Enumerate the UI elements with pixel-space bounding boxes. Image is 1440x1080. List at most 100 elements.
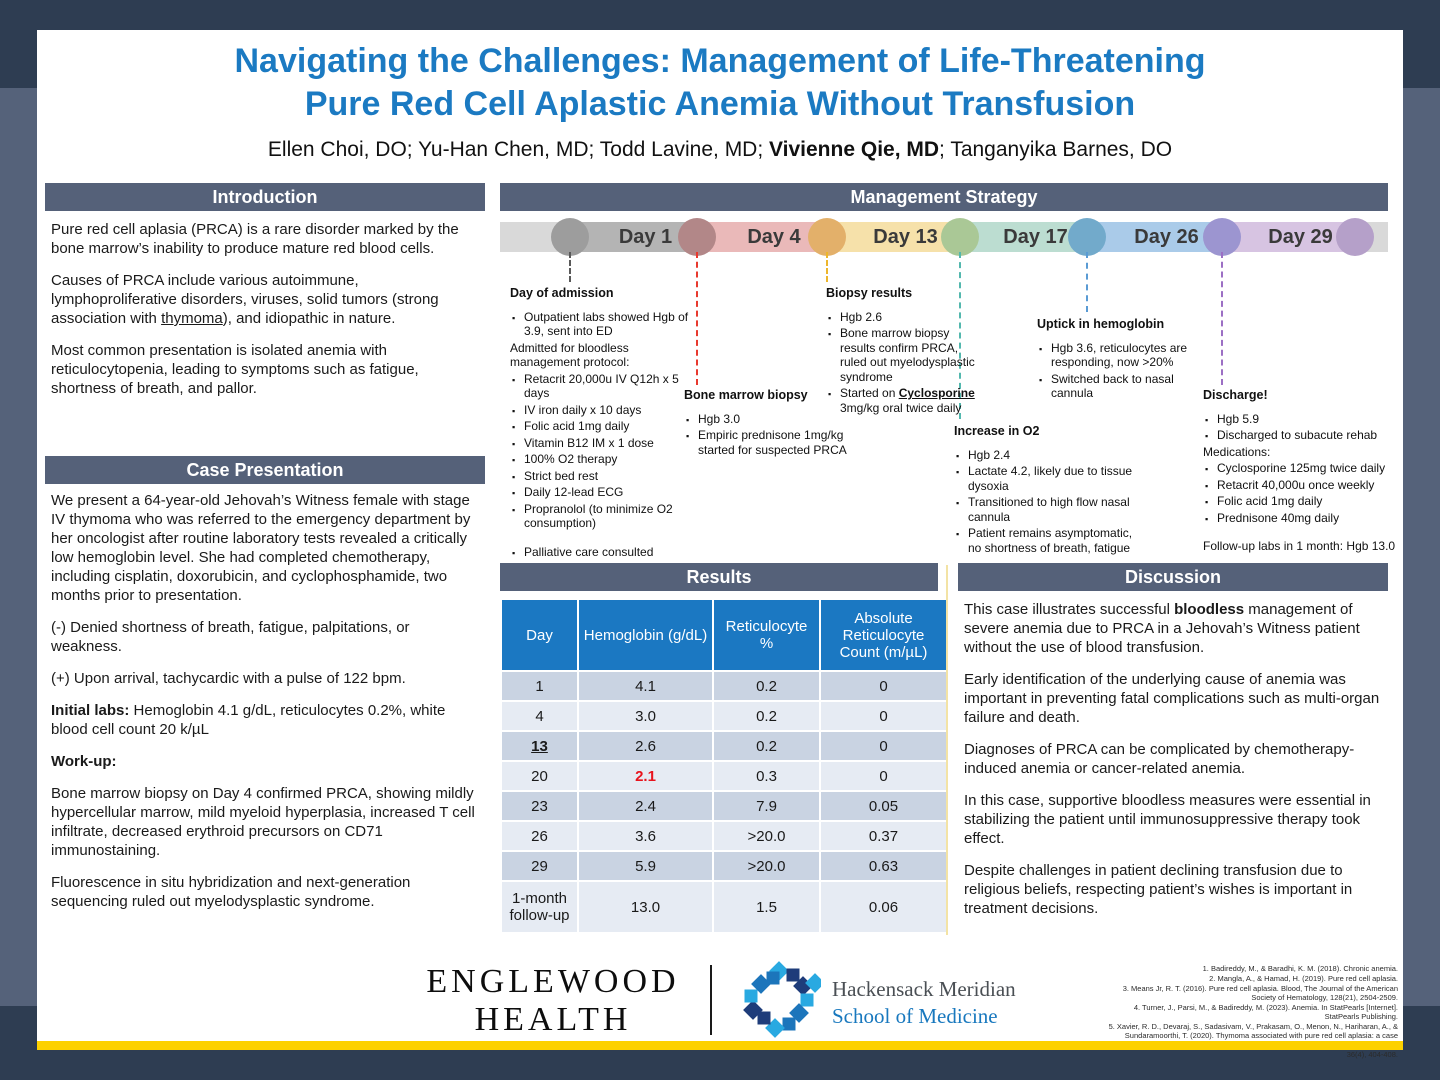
text-segment: Admitted for bloodless management protoc… (510, 340, 630, 370)
table-row: 4 3.0 0.2 0 (502, 702, 946, 730)
text-segment: >20.0 (747, 857, 786, 875)
text-segment: 2.1 (635, 767, 656, 785)
table-row: 1 4.1 0.2 0 (502, 672, 946, 700)
paragraph: In this case, supportive bloodless measu… (964, 791, 1388, 848)
text-segment: 3mg/kg oral twice daily (840, 400, 962, 415)
spacer (1203, 527, 1401, 539)
reference-item: 3. Means Jr, R. T. (2016). Pure red cell… (1122, 983, 1398, 1002)
reference-item: 2. Mangla, A., & Hamad, H. (2019). Pure … (1209, 973, 1398, 983)
text-segment: 0 (879, 677, 888, 695)
timeline-dash-line (826, 252, 828, 282)
table-cell: 5.9 (579, 852, 712, 880)
text-segment: Palliative care consulted (524, 544, 654, 559)
text-segment: Folic acid 1mg daily (1217, 494, 1323, 508)
table-cell: 13.0 (579, 882, 712, 932)
discussion-text: This case illustrates successful bloodle… (964, 600, 1388, 931)
text-segment: management of severe anemia due to PRCA … (964, 601, 1360, 656)
table-cell: 0.3 (714, 762, 819, 790)
text-segment: 100% O2 therapy (524, 452, 618, 466)
text-segment: Hgb 3.6, reticulocytes are responding, n… (1051, 340, 1188, 370)
text-segment: Early identification of the underlying c… (964, 671, 1380, 726)
englewood-wordmark-line2: HEALTH (474, 1001, 632, 1038)
timeline-node-dot (678, 218, 716, 256)
table-cell: 0.63 (821, 852, 946, 880)
table-row: 23 2.4 7.9 0.05 (502, 792, 946, 820)
timeline-node-dot (808, 218, 846, 256)
timeline-day-label: Day 29 (1268, 226, 1333, 248)
table-cell: 20 (502, 762, 577, 790)
text-segment: 0.63 (868, 857, 899, 875)
text-segment: Hgb 2.4 (968, 447, 1011, 462)
text-segment: Causes of PRCA include various autoimmun… (51, 272, 439, 327)
paragraph: We present a 64-year-old Jehovah’s Witne… (51, 491, 483, 605)
reference-item: 1. Badireddy, M., & Baradhi, K. M. (2018… (1202, 964, 1398, 973)
text-segment: Most common presentation is isolated ane… (51, 342, 419, 397)
text-segment: Bone marrow biopsy on Day 4 confirmed PR… (51, 785, 475, 859)
poster-title-line2: Pure Red Cell Aplastic Anemia Without Tr… (304, 85, 1136, 123)
timeline-note: Uptick in hemoglobin Hgb 3.6, reticulocyt… (1037, 317, 1203, 403)
text-segment: ), and idiopathic in nature. (222, 310, 396, 327)
paragraph: (-) Denied shortness of breath, fatigue,… (51, 618, 483, 656)
text-segment: IV iron daily x 10 days (524, 402, 642, 417)
table-cell: 0.2 (714, 732, 819, 760)
table-cell: 0.2 (714, 672, 819, 700)
text-segment: Cyclosporine (898, 386, 975, 400)
timeline-day-label: Day 13 (873, 226, 938, 248)
text-segment: Pure red cell aplasia (PRCA) is a rare d… (51, 221, 459, 257)
bullet-item: Cyclosporine 125mg twice daily (1203, 461, 1401, 476)
authors-line: Ellen Choi, DO; Yu-Han Chen, MD; Todd La… (37, 138, 1403, 162)
text-segment: 4.1 (635, 677, 656, 695)
text-segment: Outpatient labs showed Hgb of 3.9, sent … (524, 309, 689, 339)
text-segment: 20 (531, 767, 548, 785)
timeline-segment: Day 29 (1222, 222, 1355, 252)
table-row: 26 3.6 >20.0 0.37 (502, 822, 946, 850)
text-segment: Vivienne Qie, MD (769, 138, 940, 161)
englewood-wordmark-line1: ENGLEWOOD (426, 963, 680, 1000)
timeline-dash-line (1086, 252, 1088, 312)
table-cell: 0.06 (821, 882, 946, 932)
table-cell: 1-month follow-up (502, 882, 577, 932)
spacer (510, 533, 694, 545)
text-segment: Patient remains asymptomatic, no shortne… (968, 526, 1133, 555)
table-cell: 0.2 (714, 702, 819, 730)
bullet-item: Vitamin B12 IM x 1 dose (510, 436, 694, 451)
text-segment: Diagnoses of PRCA can be complicated by … (964, 741, 1355, 777)
paragraph: Pure red cell aplasia (PRCA) is a rare d… (51, 220, 483, 258)
text-segment: 0.2 (756, 737, 777, 755)
timeline-note: Bone marrow biopsy Hgb 3.0 Empiric prednis… (684, 388, 864, 459)
table-cell: 0.37 (821, 822, 946, 850)
timeline-note-title: Day of admission (510, 286, 614, 300)
paragraph: Initial labs: Hemoglobin 4.1 g/dL, retic… (51, 701, 483, 739)
paragraph: Diagnoses of PRCA can be complicated by … (964, 740, 1388, 778)
bullet-item: Retacrit 40,000u once weekly (1203, 478, 1401, 493)
timeline-segment: Day 4 (697, 222, 827, 252)
timeline-segment: Day 26 (1087, 222, 1222, 252)
timeline-node-dot (551, 218, 589, 256)
timeline-segment: Day 17 (960, 222, 1087, 252)
table-cell: 0 (821, 672, 946, 700)
text-segment: thymoma (161, 310, 223, 327)
englewood-health-wordmark: ENGLEWOOD HEALTH (423, 963, 683, 1039)
table-cell: 2.6 (579, 732, 712, 760)
bullet-item: Transitioned to high flow nasal cannula (954, 495, 1148, 524)
table-cell: 0.05 (821, 792, 946, 820)
bullet-item: Strict bed rest (510, 469, 694, 484)
text-segment: 4 (535, 707, 544, 725)
text-segment: 2.6 (635, 737, 656, 755)
text-segment: 13.0 (630, 898, 661, 916)
table-body: 1 4.1 0.2 0 4 3.0 0.2 0 13 2.6 0.2 0 20 2.1 0.3 0 23 2.4 7… (502, 672, 946, 932)
introduction-section-header: Introduction (45, 183, 485, 211)
bullet-item: Bone marrow biopsy results confirm PRCA,… (826, 326, 986, 384)
hmsom-logo-icon (737, 958, 825, 1047)
management-strategy-section-header: Management Strategy (500, 183, 1388, 211)
timeline-dash-line (696, 252, 698, 385)
text-segment: Switched back to nasal cannula (1051, 371, 1174, 401)
text-segment: Propranolol (to minimize O2 consumption) (524, 501, 673, 531)
text-segment: Vitamin B12 IM x 1 dose (524, 435, 654, 450)
text-segment: 13 (531, 737, 548, 755)
bullet-item: Daily 12-lead ECG (510, 485, 694, 500)
timeline-bar: Day 1 Day 4 Day 13 Day 17 Day 26 Day 29 (500, 218, 1388, 419)
text-segment: >20.0 (747, 827, 786, 845)
text-segment: Folic acid 1mg daily (524, 419, 630, 433)
text-segment: Ellen Choi, DO; Yu-Han Chen, MD; Todd La… (267, 138, 770, 161)
